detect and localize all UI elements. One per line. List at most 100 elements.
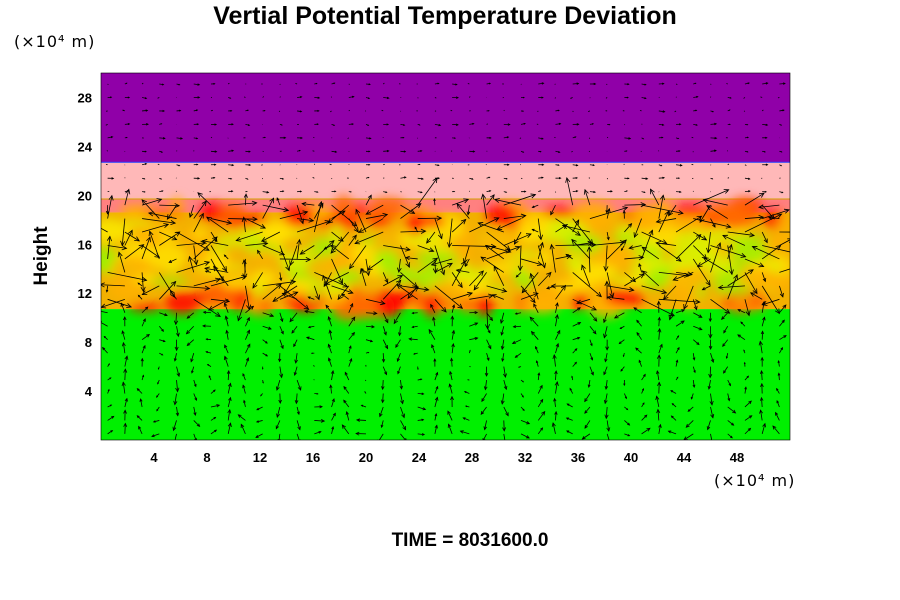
vector-arrow (641, 137, 645, 140)
vector-arrow (124, 136, 128, 139)
vector-arrow (589, 353, 594, 361)
vector-arrow (141, 97, 148, 100)
vector-arrow (777, 372, 781, 381)
vector-field (101, 82, 790, 440)
vector-arrow (107, 415, 115, 421)
y-tick-label: 12 (78, 286, 92, 301)
vector-arrow (197, 192, 212, 206)
vector-arrow (469, 336, 479, 341)
vector-arrow (484, 366, 489, 377)
band-blob (389, 264, 418, 282)
vector-arrow (202, 324, 211, 328)
vector-arrow (641, 97, 647, 100)
vector-arrow (606, 231, 610, 241)
vector-arrow (762, 245, 790, 253)
vector-arrow (330, 370, 335, 381)
vector-arrow (331, 398, 335, 408)
vector-arrow (417, 245, 435, 253)
vector-arrow (405, 255, 418, 261)
vector-arrow (744, 136, 749, 139)
vector-arrow (243, 193, 248, 206)
vector-arrow (624, 124, 626, 126)
vector-arrow (613, 312, 625, 319)
vector-arrow (473, 272, 487, 291)
vector-arrow (208, 298, 229, 311)
vector-arrow (382, 312, 389, 324)
vector-arrow (331, 82, 336, 85)
vector-arrow (276, 406, 281, 418)
vector-arrow (606, 433, 610, 440)
vector-arrow (224, 315, 229, 327)
vector-arrow (124, 190, 130, 193)
vector-arrow (538, 96, 544, 99)
vector-arrow (141, 306, 149, 314)
vector-arrow (275, 379, 281, 391)
band-blob (405, 210, 425, 236)
vector-arrow (693, 123, 698, 126)
vector-arrow (289, 245, 298, 267)
vector-arrow (156, 393, 160, 398)
vector-arrow (382, 82, 385, 85)
vector-arrow (245, 123, 251, 126)
vector-arrow (228, 149, 235, 152)
x-tick-label: 16 (306, 450, 320, 465)
vector-arrow (520, 122, 526, 125)
vector-arrow (451, 260, 466, 287)
band-blob (765, 236, 790, 251)
vector-arrow (710, 177, 714, 180)
vector-arrow (656, 354, 662, 367)
vector-arrow (107, 388, 110, 394)
band-blob (480, 230, 523, 258)
vector-arrow (237, 414, 246, 421)
vector-arrow (641, 402, 645, 408)
vector-arrow (228, 163, 235, 167)
vector-arrow (537, 398, 544, 408)
vector-arrow (141, 163, 148, 166)
vector-arrow (759, 396, 764, 407)
vector-arrow (417, 123, 421, 126)
vector-arrow (296, 238, 302, 259)
band-blob (706, 229, 734, 243)
vector-arrow (262, 204, 290, 213)
vector-arrow (503, 177, 508, 180)
vector-arrow (223, 302, 229, 313)
vector-arrow (452, 83, 458, 86)
vector-arrow (624, 406, 629, 411)
vector-arrow (205, 338, 212, 341)
vector-arrow (210, 82, 216, 85)
vector-arrow (572, 336, 581, 341)
vector-arrow (693, 339, 700, 346)
band-blob (247, 299, 260, 313)
y-tick-label: 20 (78, 188, 92, 203)
vector-arrow (365, 150, 371, 153)
band-blob (283, 204, 315, 227)
vector-arrow (255, 433, 263, 438)
vector-arrow (313, 285, 321, 301)
vector-arrow (331, 124, 336, 126)
vector-arrow (173, 312, 179, 326)
vector-arrow (107, 430, 114, 435)
vector-arrow (571, 238, 591, 260)
vector-arrow (341, 424, 350, 435)
vector-arrow (469, 311, 479, 315)
vector-arrow (452, 96, 459, 99)
vector-arrow (572, 322, 582, 327)
x-tick-label: 44 (677, 450, 692, 465)
vector-arrow (257, 249, 263, 260)
vector-arrow (722, 339, 729, 347)
vector-arrow (331, 258, 343, 285)
vector-arrow (348, 191, 352, 193)
vector-arrow (107, 404, 113, 408)
vector-arrow (397, 366, 401, 375)
vector-arrow (193, 379, 197, 388)
vector-arrow (124, 397, 128, 408)
x-tick-label: 36 (571, 450, 585, 465)
vector-arrow (434, 396, 439, 408)
vector-arrow (296, 204, 305, 225)
band-blob (331, 214, 355, 224)
vector-arrow (365, 339, 374, 343)
vector-arrow (124, 82, 128, 85)
vector-arrow (227, 82, 230, 85)
x-tick-label: 20 (359, 450, 373, 465)
vector-arrow (762, 123, 769, 127)
